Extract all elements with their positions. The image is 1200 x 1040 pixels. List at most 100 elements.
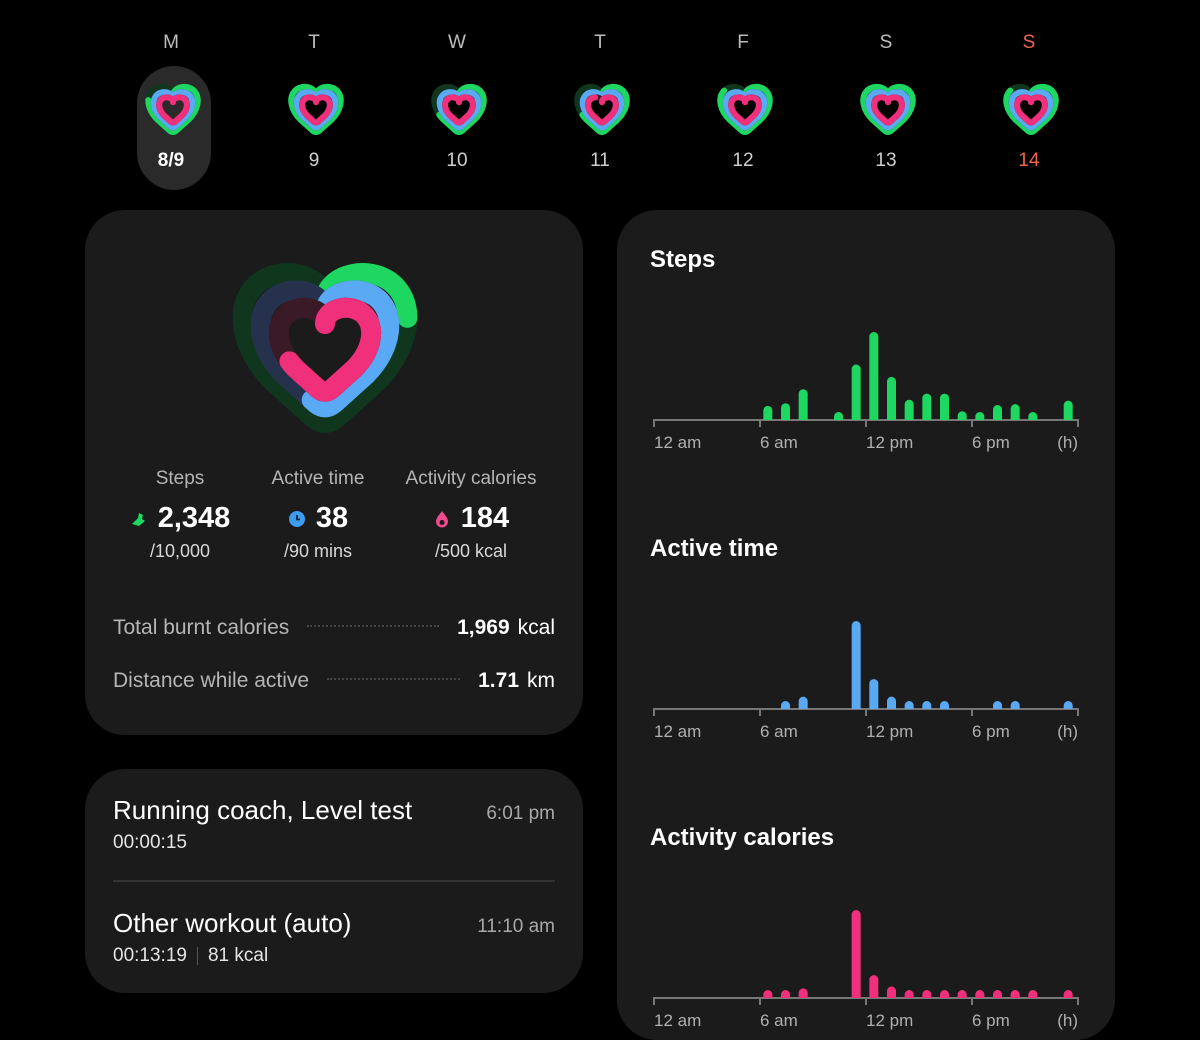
stat-activity-calories: Activity calories 184 /500 kcal [395,468,547,562]
steps-bar-chart: 12 am 6 am 12 pm 6 pm (h) [653,332,1079,452]
workout-item[interactable]: Running coach, Level test 00:00:15 6:01 … [113,795,555,854]
x-tick-label: 6 pm [972,433,1010,452]
workout-duration: 00:00:15 [113,832,187,853]
steps-ring-progress [291,87,340,132]
day-date: 12 [732,150,754,171]
x-unit-label: (h) [1057,722,1078,741]
workouts-card: Running coach, Level test 00:00:15 6:01 … [85,769,583,993]
stat-value: 184 [460,502,510,534]
day-activity-rings [715,80,775,140]
x-tick-label: 12 pm [866,722,913,741]
bar-hour-8 [798,696,808,709]
x-tick-label: 12 am [654,1011,701,1030]
weekday-label: F [737,32,749,53]
week-selector: M 8/9 T 9 W 10 T 11 F 12 S 13 S 14 [100,30,1100,195]
day-8-9[interactable]: M 8/9 [133,30,211,190]
day-12[interactable]: F 12 [705,30,781,190]
calories-ring-progress [445,97,473,122]
steps-ring-progress [434,87,483,132]
bar-hour-14 [904,701,914,709]
active-ring-progress [297,92,336,127]
stat-goal: /10,000 [149,541,211,561]
bar-hour-16 [940,701,949,709]
bar-hour-11 [851,621,861,709]
bar-hour-8 [798,389,808,420]
steps-ring-progress [720,87,769,132]
day-10[interactable]: W 10 [419,30,495,190]
weekday-label: T [594,32,606,53]
bar-hour-23 [1063,990,1073,998]
day-date: 9 [308,150,320,171]
bar-hour-23 [1063,701,1073,709]
stat-label: Steps [155,468,205,489]
x-unit-label: (h) [1057,433,1078,452]
day-14[interactable]: S 14 [991,30,1067,190]
bar-hour-20 [1010,701,1020,709]
bar-hour-23 [1063,400,1073,420]
bar-hour-16 [940,393,949,420]
x-tick-label: 6 pm [972,722,1010,741]
steps-ring-progress [577,87,626,132]
hourly-charts-card: Steps 12 am 6 am 12 pm 6 pm (h) Active time … [617,210,1115,1040]
active-ring-progress [583,92,622,127]
weekday-label: S [879,32,893,53]
stat-label: Active time [271,468,365,489]
stat-label: Activity calories [405,468,537,489]
bar-hour-6 [763,405,773,420]
bar-hour-19 [993,405,1002,420]
activity-rings-heart [225,260,445,450]
weekday-label: W [448,32,466,53]
weekday-label: S [1022,32,1036,53]
chart-title: Steps [650,246,716,273]
shoe-icon [131,512,145,526]
day-activity-rings [858,80,918,140]
active-time-chart: Active time 12 am 6 am 12 pm 6 pm (h) [650,535,1090,741]
day-11[interactable]: T 11 [562,30,638,190]
bar-hour-19 [993,990,1002,998]
active-ring-progress [869,92,908,127]
bar-hour-17 [957,990,967,998]
bar-hour-21 [1028,990,1038,998]
calories-ring-progress [279,308,371,392]
steps-ring-progress [148,87,197,132]
weekday-label: M [163,32,179,53]
day-date: 11 [590,150,610,171]
stat-active-time: Active time 38 /90 mins [243,468,393,562]
activity-calories-bar-chart: 12 am 6 am 12 pm 6 pm (h) [653,910,1079,1030]
bar-hour-14 [904,990,914,998]
active-ring-progress [261,290,390,407]
steps-ring-progress [1006,87,1055,132]
bar-hour-12 [869,332,879,420]
chart-title: Activity calories [650,824,835,851]
day-activity-rings [1001,80,1061,140]
chart-title: Active time [650,535,779,562]
x-tick-label: 6 am [760,433,798,452]
bar-hour-19 [993,701,1002,709]
steps-ring-progress [863,87,912,132]
bar-hour-11 [851,910,861,998]
bar-hour-10 [834,412,843,420]
calories-ring-progress [731,97,759,122]
bar-hour-15 [922,990,932,998]
day-date: 8/9 [157,150,185,171]
bar-hour-21 [1028,412,1038,420]
workout-item[interactable]: Other workout (auto) 00:13:19 81 kcal 11:… [113,908,555,967]
separator [196,947,198,965]
workout-time: 11:10 am [477,916,555,937]
bar-hour-12 [869,679,879,709]
stat-goal: /90 mins [283,541,353,561]
workout-title: Other workout (auto) [113,908,352,938]
day-13[interactable]: S 13 [848,30,924,190]
x-tick-label: 6 am [760,722,798,741]
bar-hour-16 [940,990,949,998]
bar-hour-15 [922,701,932,709]
bar-hour-18 [975,990,985,998]
workout-time: 6:01 pm [486,803,555,824]
x-tick-label: 6 pm [972,1011,1010,1030]
active-time-bar-chart: 12 am 6 am 12 pm 6 pm (h) [653,621,1079,741]
day-activity-rings [572,80,632,140]
x-tick-label: 12 pm [866,433,913,452]
bar-hour-12 [869,975,879,998]
active-ring-progress [1012,92,1051,127]
